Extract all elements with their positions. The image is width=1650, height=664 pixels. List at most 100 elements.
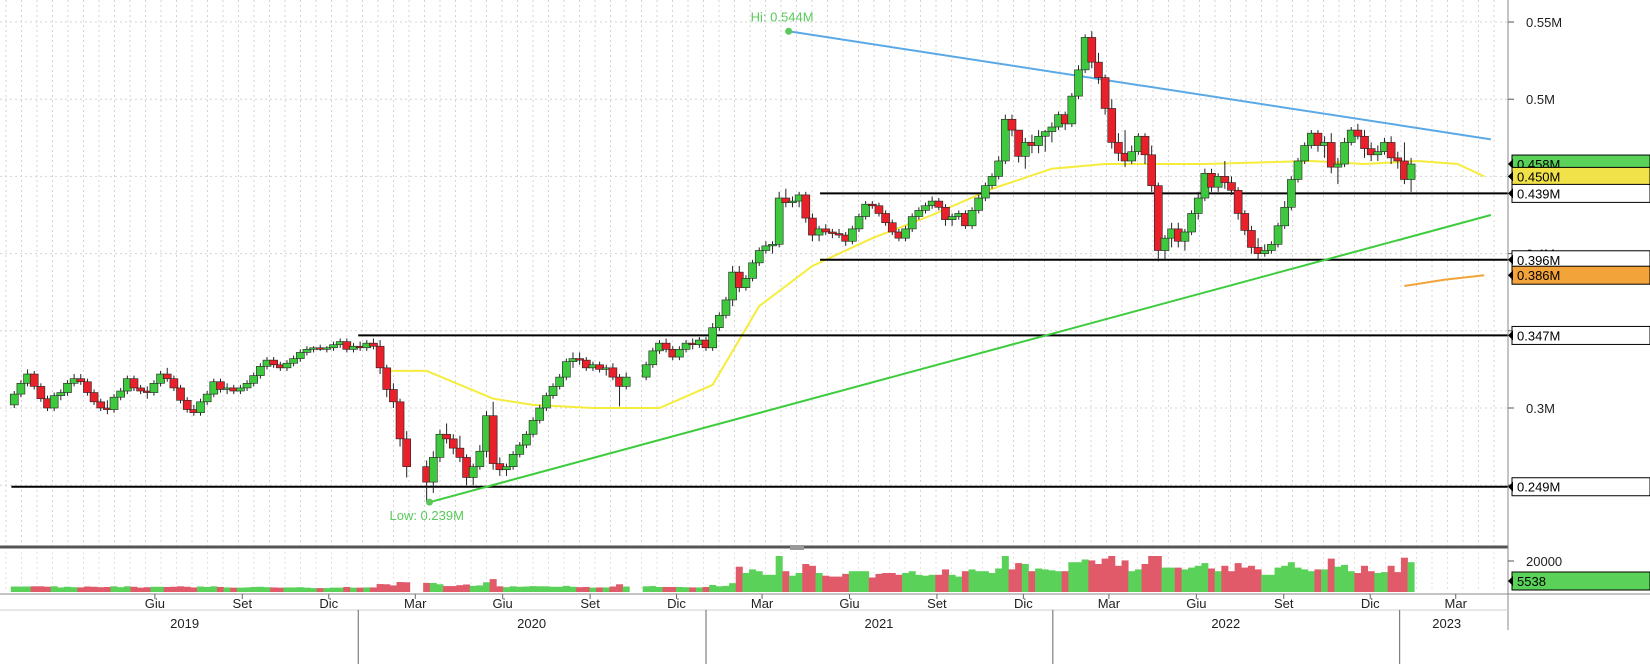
candle-body [402, 438, 411, 467]
moving-average-line [1404, 274, 1485, 287]
candle-body [16, 382, 26, 395]
volume-bar [349, 587, 357, 592]
candle-body [994, 160, 1003, 177]
candle-body [169, 378, 179, 389]
volume-bar [1041, 569, 1049, 592]
volume-bar [270, 587, 278, 592]
volume-bar [1168, 567, 1176, 592]
volume-bar [542, 586, 550, 592]
volume-bar [303, 587, 311, 592]
volume-bar [310, 588, 318, 592]
volume-bar [995, 568, 1003, 592]
volume-bar [609, 586, 617, 592]
volume-bar [882, 573, 890, 592]
candle-body [389, 389, 398, 403]
candle-body [1107, 108, 1117, 143]
candle-body [581, 359, 591, 369]
candle-body [9, 393, 19, 406]
price-tag: 0.396M [1508, 250, 1650, 270]
candle-body [748, 262, 757, 279]
candle-body [934, 200, 944, 208]
x-month-label: Set [1274, 596, 1294, 611]
volume-bar [935, 574, 943, 592]
volume-bar [243, 587, 251, 592]
x-month-label: Set [233, 596, 253, 611]
candle-body [774, 197, 784, 245]
low-annotation: Low: 0.239M [389, 508, 463, 523]
candle-body [1180, 231, 1190, 242]
volume-bar [456, 585, 464, 592]
candle-body [475, 450, 485, 467]
volume-bar [1274, 567, 1282, 592]
volume-bar [516, 586, 524, 592]
candle-body [1333, 163, 1343, 168]
candle-body [256, 366, 265, 376]
volume-bar [423, 582, 431, 592]
volume-bar [755, 571, 763, 592]
candle-body [967, 210, 977, 227]
volume-bar [1267, 574, 1275, 592]
volume-bar [1321, 569, 1329, 592]
volume-bar [1161, 567, 1169, 592]
volume-bar [922, 575, 930, 592]
candle-body [1047, 126, 1057, 132]
volume-bar [1347, 571, 1355, 592]
price-tag-pointer [1508, 188, 1513, 199]
volume-bar [383, 584, 391, 592]
volume-bar [722, 585, 730, 592]
candle-body [1100, 77, 1110, 109]
candle-body [488, 415, 498, 464]
candle-body [941, 206, 950, 220]
volume-bar [24, 586, 32, 592]
candle-body [914, 210, 924, 217]
volume-bar [336, 587, 344, 592]
trendline-support [429, 214, 1492, 504]
volume-bar [1287, 562, 1295, 592]
volume-bar [1354, 573, 1362, 592]
volume-bar [602, 587, 610, 592]
volume-bar [210, 586, 218, 592]
volume-bar [190, 587, 198, 592]
volume-bar [449, 586, 457, 592]
volume-bar [1068, 562, 1076, 592]
volume-bar [463, 584, 471, 592]
volume-bar [1234, 563, 1242, 592]
volume-bar [868, 577, 876, 592]
annotations: Hi: 0.544M Low: 0.239M [389, 9, 813, 523]
volume-bar [1101, 558, 1109, 592]
candle-body [382, 367, 392, 390]
candle-body [1386, 142, 1396, 159]
volume-bar [529, 586, 537, 592]
candle-body [1227, 182, 1236, 191]
x-month-label: Giu [1186, 596, 1206, 611]
candle-body [302, 349, 312, 353]
volume-bar [256, 586, 264, 592]
candle-body [1140, 135, 1150, 156]
volume-bar [10, 586, 18, 592]
candle-body [36, 386, 46, 400]
candle-body [508, 454, 518, 467]
volume-bar [1055, 571, 1063, 592]
volume-bar [775, 556, 783, 592]
volume-bar [330, 587, 338, 592]
candle-body [1193, 197, 1203, 214]
volume-bar [1241, 567, 1249, 592]
candle-body [149, 382, 159, 393]
candle-body [1280, 206, 1289, 227]
volume-bar [1114, 565, 1122, 592]
candle-body [375, 345, 385, 369]
volume-bar [782, 571, 790, 592]
y-tick-label: 0.55M [1526, 15, 1562, 30]
candle-body [269, 359, 278, 366]
volume-bar [1188, 567, 1196, 592]
y-tick-label: 0.5M [1526, 92, 1555, 107]
volume-bar [196, 586, 204, 592]
volume-bar [1341, 564, 1349, 592]
horizontal-levels [11, 192, 1508, 488]
candle-body [528, 420, 538, 435]
volume-bar [902, 573, 910, 592]
volume-bar [842, 573, 850, 592]
candle-body [49, 395, 59, 409]
volume-bar [443, 586, 451, 592]
candle-body [182, 399, 192, 410]
